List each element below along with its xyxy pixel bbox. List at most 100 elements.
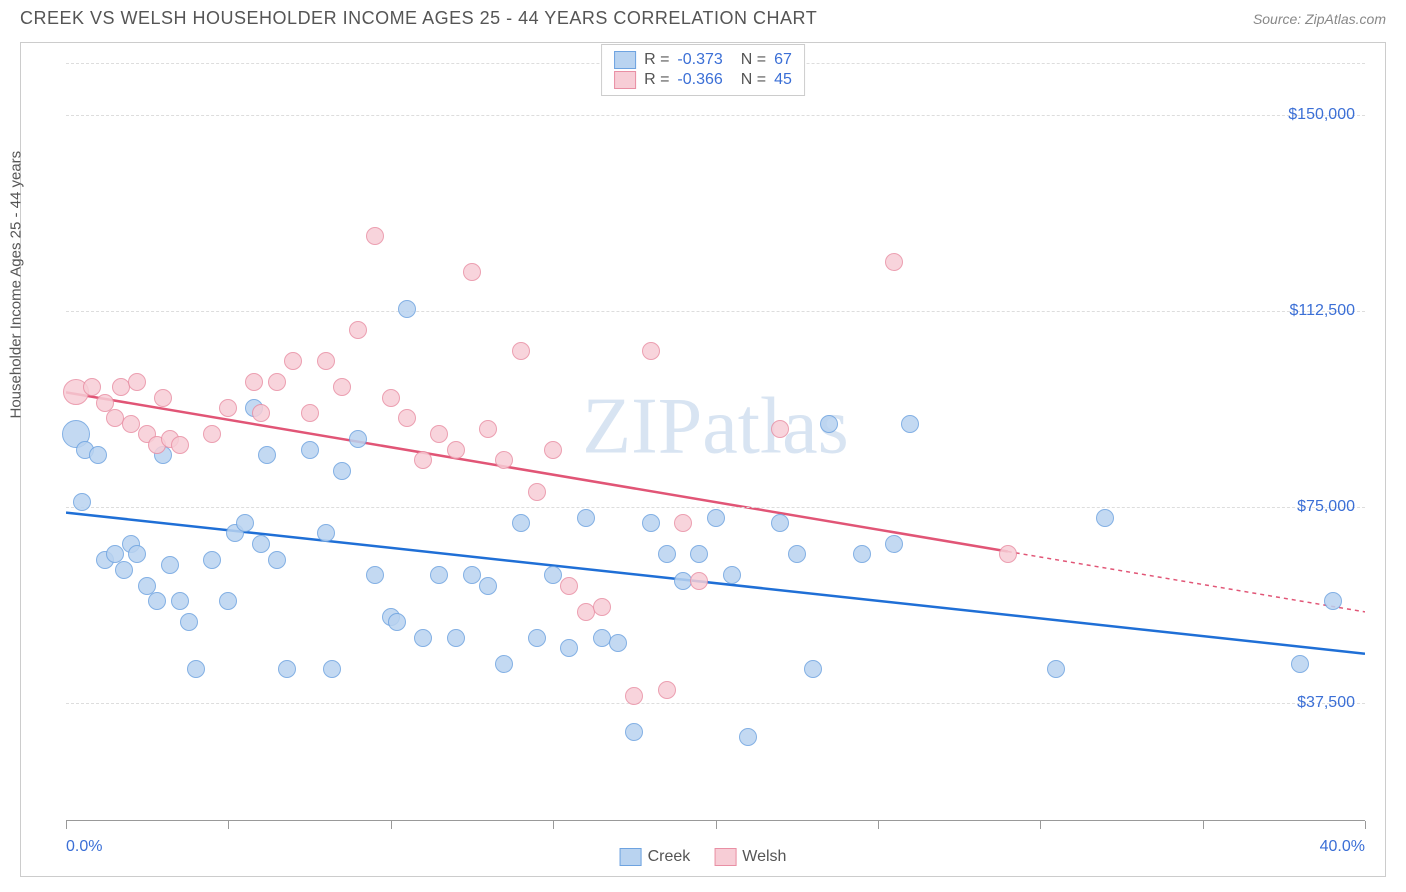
data-point <box>1096 509 1114 527</box>
data-point <box>317 352 335 370</box>
data-point <box>447 629 465 647</box>
data-point <box>317 524 335 542</box>
data-point <box>203 551 221 569</box>
data-point <box>528 629 546 647</box>
y-tick-label: $150,000 <box>1288 106 1355 124</box>
legend-item: Creek <box>620 848 691 866</box>
data-point <box>301 404 319 422</box>
r-label: R = <box>644 71 669 89</box>
plot-area: ZIPatlas $150,000$112,500$75,000$37,5000… <box>66 63 1365 821</box>
data-point <box>723 566 741 584</box>
data-point <box>366 566 384 584</box>
r-value: -0.366 <box>677 71 722 89</box>
x-tick <box>228 821 229 829</box>
data-point <box>73 493 91 511</box>
data-point <box>771 420 789 438</box>
data-point <box>690 572 708 590</box>
data-point <box>398 300 416 318</box>
data-point <box>788 545 806 563</box>
data-point <box>414 451 432 469</box>
data-point <box>625 687 643 705</box>
data-point <box>885 535 903 553</box>
r-label: R = <box>644 51 669 69</box>
data-point <box>512 514 530 532</box>
data-point <box>609 634 627 652</box>
source-credit: Source: ZipAtlas.com <box>1253 11 1386 27</box>
watermark: ZIPatlas <box>582 381 849 472</box>
data-point <box>430 425 448 443</box>
data-point <box>268 373 286 391</box>
data-point <box>690 545 708 563</box>
data-point <box>430 566 448 584</box>
data-point <box>885 253 903 271</box>
data-point <box>252 535 270 553</box>
data-point <box>128 545 146 563</box>
data-point <box>388 613 406 631</box>
data-point <box>258 446 276 464</box>
data-point <box>642 342 660 360</box>
data-point <box>382 389 400 407</box>
data-point <box>268 551 286 569</box>
data-point <box>154 389 172 407</box>
data-point <box>593 629 611 647</box>
chart-title: CREEK VS WELSH HOUSEHOLDER INCOME AGES 2… <box>20 8 817 29</box>
data-point <box>560 577 578 595</box>
data-point <box>479 577 497 595</box>
data-point <box>1324 592 1342 610</box>
n-label: N = <box>741 51 766 69</box>
data-point <box>349 430 367 448</box>
x-tick-label: 40.0% <box>1320 838 1365 856</box>
data-point <box>901 415 919 433</box>
data-point <box>528 483 546 501</box>
legend-label: Welsh <box>742 848 786 866</box>
x-tick <box>716 821 717 829</box>
n-value: 67 <box>774 51 792 69</box>
data-point <box>115 561 133 579</box>
chart-container: Householder Income Ages 25 - 44 years ZI… <box>20 42 1386 877</box>
data-point <box>203 425 221 443</box>
x-tick <box>1040 821 1041 829</box>
data-point <box>278 660 296 678</box>
legend-swatch <box>714 848 736 866</box>
data-point <box>171 592 189 610</box>
data-point <box>771 514 789 532</box>
header: CREEK VS WELSH HOUSEHOLDER INCOME AGES 2… <box>0 0 1406 39</box>
x-tick <box>391 821 392 829</box>
legend-item: Welsh <box>714 848 786 866</box>
info-row: R =-0.366N =45 <box>614 71 792 89</box>
data-point <box>495 655 513 673</box>
data-point <box>1291 655 1309 673</box>
data-point <box>349 321 367 339</box>
data-point <box>128 373 146 391</box>
y-axis-label: Householder Income Ages 25 - 44 years <box>8 150 25 418</box>
data-point <box>544 566 562 584</box>
series-swatch <box>614 51 636 69</box>
data-point <box>252 404 270 422</box>
data-point <box>560 639 578 657</box>
data-point <box>447 441 465 459</box>
data-point <box>463 566 481 584</box>
data-point <box>512 342 530 360</box>
data-point <box>707 509 725 527</box>
legend-label: Creek <box>648 848 691 866</box>
x-tick <box>878 821 879 829</box>
data-point <box>83 378 101 396</box>
data-point <box>187 660 205 678</box>
data-point <box>398 409 416 427</box>
y-tick-label: $75,000 <box>1297 498 1355 516</box>
data-point <box>658 681 676 699</box>
data-point <box>161 556 179 574</box>
gridline <box>66 115 1365 116</box>
info-row: R =-0.373N =67 <box>614 51 792 69</box>
data-point <box>820 415 838 433</box>
correlation-info-box: R =-0.373N =67R =-0.366N =45 <box>601 44 805 96</box>
legend-swatch <box>620 848 642 866</box>
data-point <box>479 420 497 438</box>
data-point <box>180 613 198 631</box>
data-point <box>593 598 611 616</box>
data-point <box>219 399 237 417</box>
series-legend: Creek Welsh <box>620 848 787 866</box>
data-point <box>739 728 757 746</box>
data-point <box>89 446 107 464</box>
trend-lines <box>66 63 1365 821</box>
